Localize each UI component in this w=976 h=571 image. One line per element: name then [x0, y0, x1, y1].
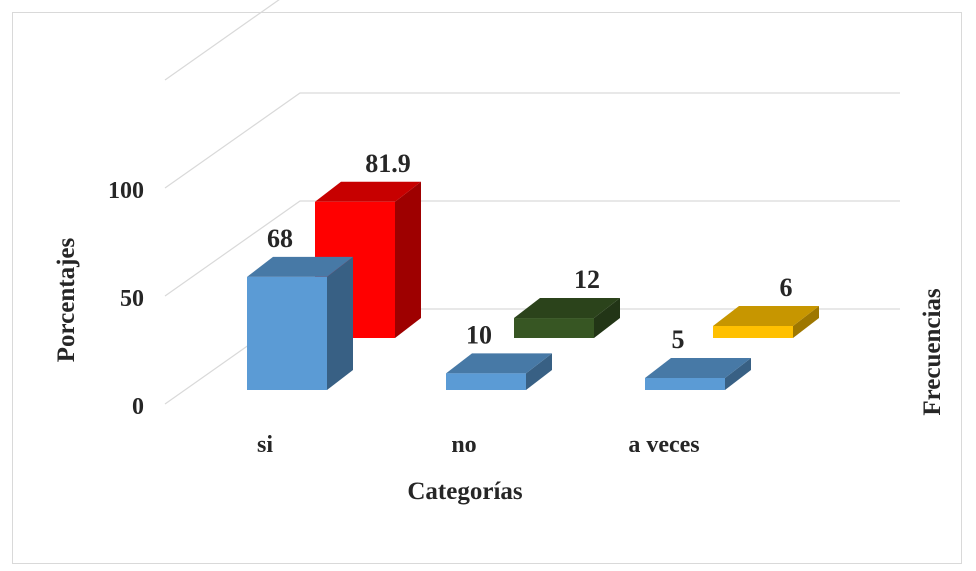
bar	[514, 298, 620, 338]
gridline	[164, 0, 280, 81]
y-tick-label: 0	[132, 394, 144, 420]
data-label: 12	[574, 265, 600, 294]
y-axis-title: Porcentajes	[53, 237, 80, 362]
y-tick-label: 100	[108, 178, 144, 204]
bars	[247, 181, 819, 390]
bar	[645, 358, 751, 390]
secondary-y-axis-title: Frecuencias	[919, 288, 946, 416]
x-axis-title: Categorías	[407, 478, 523, 505]
data-label: 10	[466, 320, 492, 349]
gridline	[164, 200, 900, 297]
category-label: si	[257, 432, 273, 458]
category-label: a veces	[628, 432, 699, 458]
chart-frame	[12, 12, 962, 564]
gridline	[164, 92, 900, 189]
data-label: 68	[267, 224, 293, 253]
y-tick-label: 50	[120, 286, 144, 312]
bar	[713, 306, 819, 338]
bar	[247, 256, 353, 390]
y-axis-ticks: 0 50 100	[108, 178, 144, 420]
bar	[446, 353, 552, 390]
data-label: 6	[780, 273, 793, 302]
category-label: no	[451, 432, 476, 458]
data-label: 81.9	[365, 149, 411, 178]
x-axis-ticks: si no a veces	[257, 432, 700, 458]
data-label: 5	[672, 325, 685, 354]
